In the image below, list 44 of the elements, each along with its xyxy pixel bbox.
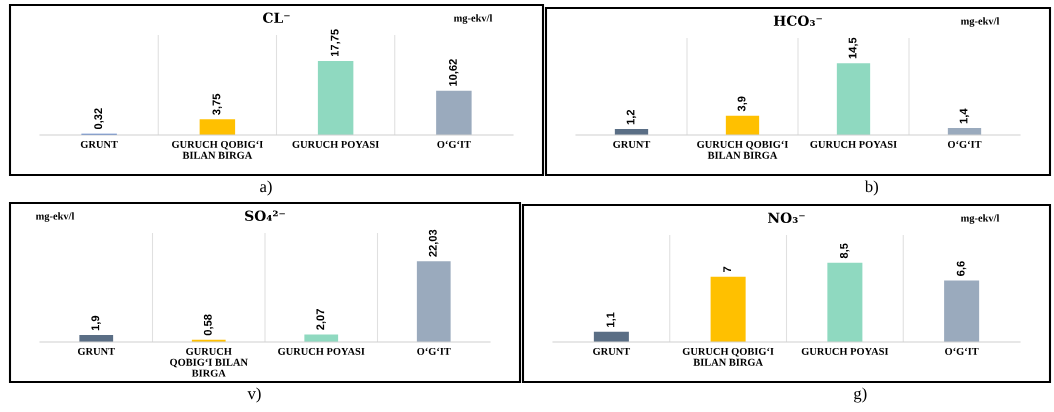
data-label: 6,6 [956, 261, 967, 276]
x-tick-label: GURUCH POYASI [278, 347, 365, 355]
data-label: 14,5 [848, 37, 859, 59]
x-tick-label: GURUCH QOBIG‘I BILAN BIRGA [172, 140, 263, 159]
data-label: 1,2 [626, 109, 637, 125]
text: mg-ekv/l [453, 14, 493, 24]
data-label: 1,9 [91, 315, 101, 331]
data-label: 0,32 [94, 108, 104, 130]
data-label: 3,75 [212, 93, 222, 115]
x-tick-label: GURUCH QOBIG‘I BILAN BIRGA [170, 347, 248, 377]
x-tick-label: O‘G‘IT [945, 347, 979, 355]
x-tick-label: O‘G‘IT [947, 140, 982, 148]
data-label: 22,03 [428, 229, 439, 257]
text: mg-ekv/l [35, 212, 75, 222]
chart-title: CL⁻ [263, 12, 290, 24]
chart-title: SO₄²⁻ [245, 210, 285, 222]
x-tick-label: GRUNT [80, 140, 118, 148]
text: mg-ekv/l [960, 214, 1000, 224]
data-label: 10,62 [448, 59, 459, 86]
data-label: 0,58 [203, 314, 214, 336]
data-label: 1,4 [959, 108, 970, 124]
chart-title: NO₃⁻ [768, 212, 805, 224]
x-tick-label: GURUCH QOBIG‘I BILAN BIRGA [682, 347, 774, 366]
x-tick-label: GURUCH POYASI [801, 347, 889, 355]
x-tick-label: O‘G‘IT [417, 347, 451, 355]
data-label: 7 [723, 266, 731, 273]
x-tick-label: O‘G‘IT [437, 140, 471, 148]
data-label: 3,9 [737, 96, 748, 112]
text: mg-ekv/l [960, 17, 1000, 27]
x-tick-label: GURUCH QOBIG‘I BILAN BIRGA [697, 140, 789, 159]
x-tick-label: GURUCH POYASI [810, 140, 897, 148]
text: b) [864, 180, 878, 196]
x-tick-label: GRUNT [593, 347, 631, 355]
data-label: 2,07 [316, 309, 326, 330]
x-tick-label: GURUCH POYASI [292, 140, 379, 148]
data-label: 1,1 [606, 312, 616, 327]
data-label: 17,75 [330, 29, 341, 57]
text: a) [260, 180, 272, 196]
data-label: 8,5 [839, 243, 850, 259]
x-tick-label: GRUNT [77, 347, 115, 355]
chart-title: HCO₃⁻ [773, 15, 822, 27]
text: g) [854, 387, 867, 403]
text: v) [247, 387, 261, 403]
x-tick-label: GRUNT [613, 140, 651, 148]
